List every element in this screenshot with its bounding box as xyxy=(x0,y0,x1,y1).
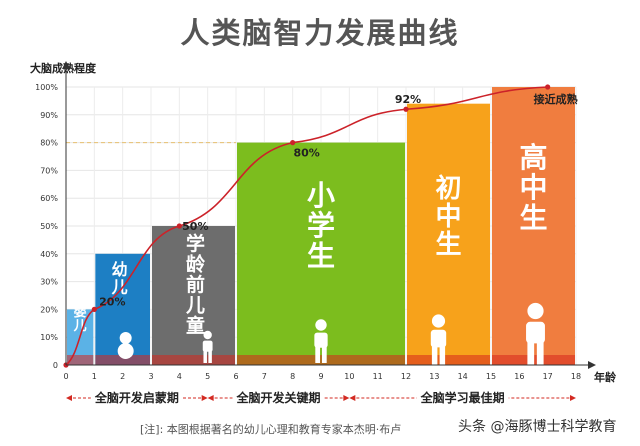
period-label-2: 全脑学习最佳期 xyxy=(420,390,505,405)
page-title: 人类脑智力发展曲线 xyxy=(180,16,460,50)
period-arrow-right-1 xyxy=(343,395,350,401)
period-label-bg-0 xyxy=(90,389,183,407)
x-tick-label: 4 xyxy=(177,372,182,381)
y-tick-label: 80% xyxy=(40,139,58,148)
point-label-2: 80% xyxy=(293,147,319,160)
point-label-3: 92% xyxy=(395,93,421,106)
x-tick-label: 1 xyxy=(92,372,97,381)
x-tick-label: 17 xyxy=(543,372,553,381)
footnote: [注]: 本图根据著名的幼儿心理和教育专家本杰明·布卢 xyxy=(140,423,402,436)
bar-base-2 xyxy=(152,355,235,365)
y-tick-label: 40% xyxy=(40,250,58,259)
period-label-0: 全脑开发启蒙期 xyxy=(94,390,179,405)
bar-label-2: 学龄前儿童 xyxy=(185,232,206,337)
period-label-bg-2 xyxy=(416,389,509,407)
x-tick-label: 6 xyxy=(233,372,238,381)
y-tick-label: 30% xyxy=(40,278,58,287)
y-axis-arrow xyxy=(62,61,70,69)
period-label-bg-1 xyxy=(232,389,325,407)
curve-point-1 xyxy=(91,306,97,312)
period-arrow-right-2 xyxy=(570,395,576,401)
x-axis-title: 年龄 xyxy=(594,370,617,384)
point-label-4: 接近成熟 xyxy=(534,92,578,106)
y-tick-label: 20% xyxy=(40,305,58,314)
child-icon xyxy=(314,319,328,363)
bar-base-0 xyxy=(67,355,94,365)
x-tick-label: 5 xyxy=(205,372,210,381)
x-tick-label: 2 xyxy=(120,372,125,381)
bar-label-4: 初中生 xyxy=(435,174,461,260)
y-tick-label: 100% xyxy=(35,83,58,92)
watermark: 头条 @海豚博士科学教育 xyxy=(452,414,623,438)
point-label-0: 20% xyxy=(99,295,125,308)
x-tick-label: 7 xyxy=(262,372,267,381)
bar-label-1: 幼儿 xyxy=(111,260,128,296)
y-tick-label: 90% xyxy=(40,111,58,120)
curve-point-5 xyxy=(545,84,551,90)
curve-point-2 xyxy=(176,223,182,229)
bar-4 xyxy=(407,103,490,366)
y-tick-label: 60% xyxy=(40,194,58,203)
x-tick-label: 3 xyxy=(148,372,153,381)
bar-base-1 xyxy=(95,355,150,365)
x-tick-label: 15 xyxy=(486,372,496,381)
y-tick-label: 0 xyxy=(53,361,58,370)
x-tick-label: 16 xyxy=(514,372,524,381)
x-tick-label: 0 xyxy=(63,372,68,381)
x-tick-label: 14 xyxy=(458,372,468,381)
period-arrow-left-1 xyxy=(207,395,214,401)
teen-icon xyxy=(526,302,545,365)
curve-point-4 xyxy=(403,106,409,112)
y-tick-label: 70% xyxy=(40,166,58,175)
bar-label-0: 婴儿 xyxy=(73,304,87,334)
teen-icon xyxy=(430,314,447,365)
y-tick-label: 50% xyxy=(40,222,58,231)
x-axis-arrow xyxy=(588,361,596,369)
point-label-1: 50% xyxy=(182,220,208,233)
curve-point-3 xyxy=(290,140,296,146)
bar-base-4 xyxy=(407,355,490,365)
bar-label-5: 高中生 xyxy=(519,141,547,234)
period-label-1: 全脑开发关键期 xyxy=(235,390,320,405)
x-tick-label: 8 xyxy=(290,372,295,381)
x-tick-label: 13 xyxy=(429,372,439,381)
x-tick-label: 11 xyxy=(373,372,383,381)
period-arrow-left-0 xyxy=(66,395,72,401)
x-tick-label: 9 xyxy=(318,372,323,381)
x-tick-label: 18 xyxy=(571,372,581,381)
bar-2 xyxy=(152,226,235,365)
x-tick-label: 10 xyxy=(344,372,354,381)
y-tick-label: 10% xyxy=(40,333,58,342)
period-arrow-right-0 xyxy=(201,395,208,401)
bar-base-3 xyxy=(237,355,405,365)
bar-label-3: 小学生 xyxy=(307,179,335,272)
toddler-icon xyxy=(117,332,134,359)
x-tick-label: 12 xyxy=(401,372,411,381)
child-icon xyxy=(202,330,213,363)
period-arrow-left-2 xyxy=(349,395,356,401)
